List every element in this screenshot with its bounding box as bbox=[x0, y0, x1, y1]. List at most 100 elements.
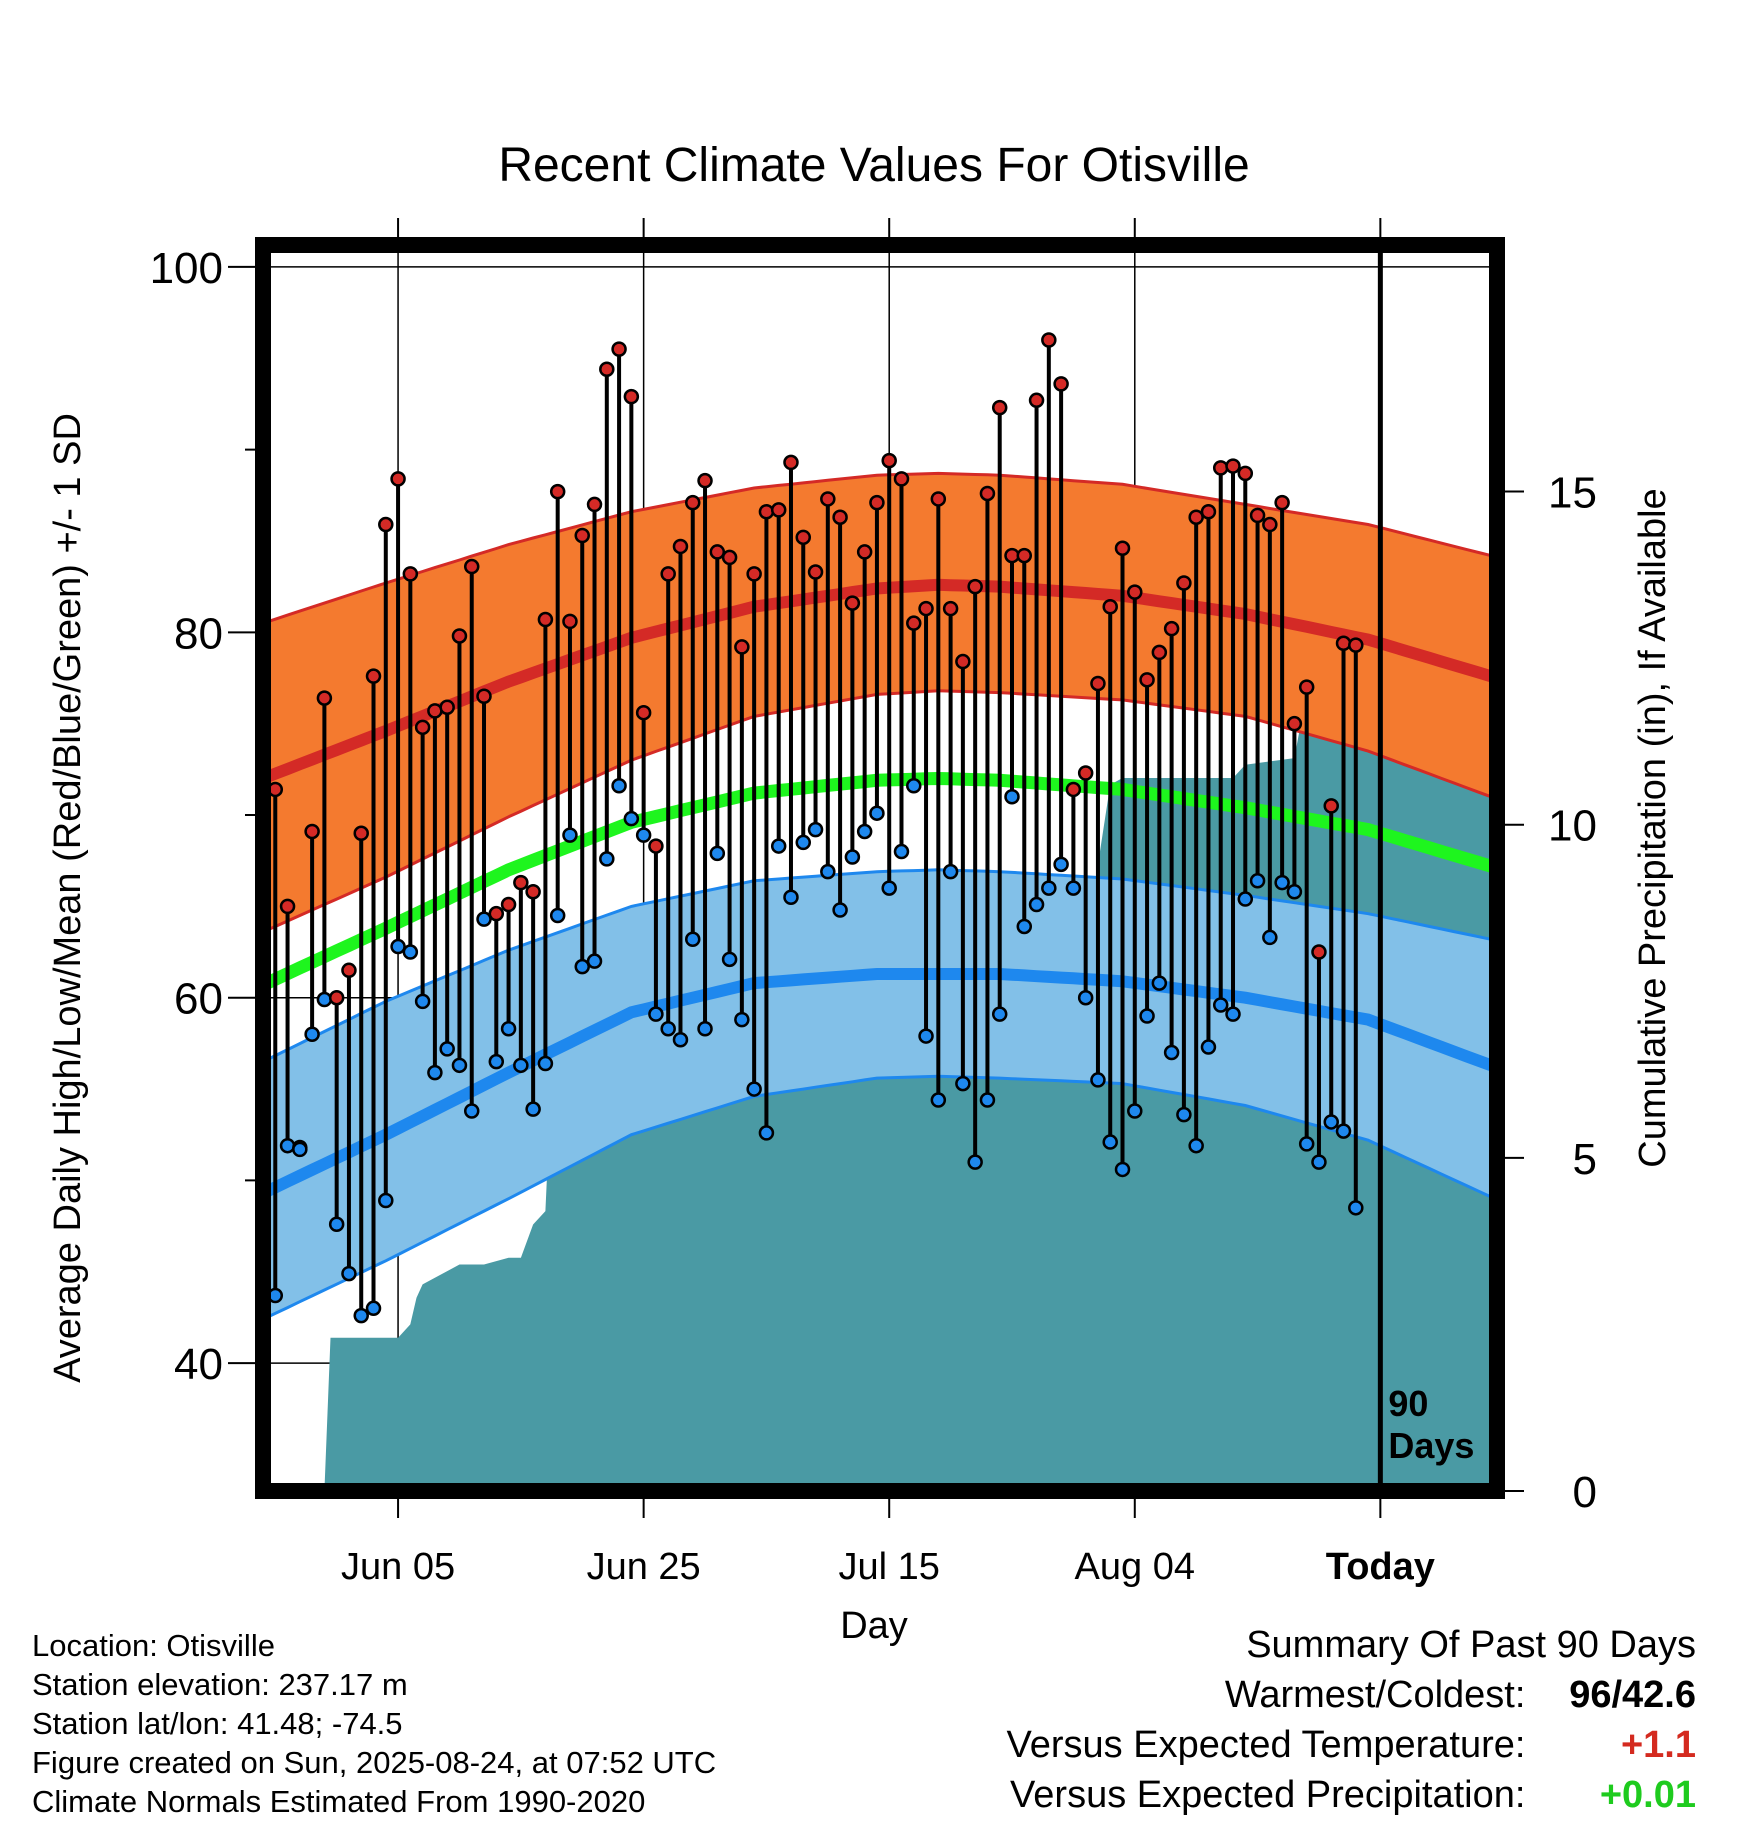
daily-high-point bbox=[758, 503, 775, 520]
daily-high-point bbox=[918, 600, 934, 617]
daily-high-point bbox=[341, 962, 357, 979]
daily-low-point bbox=[795, 834, 812, 851]
daily-low-point bbox=[316, 991, 333, 1008]
daily-high-point bbox=[611, 341, 627, 357]
daily-low-point bbox=[660, 1021, 676, 1037]
daily-low-point bbox=[1274, 874, 1290, 891]
daily-high-point bbox=[1151, 644, 1168, 661]
daily-low-point bbox=[1090, 1072, 1106, 1088]
daily-low-point bbox=[648, 1006, 664, 1022]
x-tick-label: Aug 04 bbox=[1075, 1546, 1195, 1588]
daily-high-point bbox=[721, 549, 738, 566]
daily-high-point bbox=[1249, 507, 1266, 524]
daily-high-point bbox=[1041, 332, 1057, 348]
summary-temp: Versus Expected Temperature: +1.1 bbox=[1007, 1720, 1696, 1770]
daily-high-point bbox=[660, 566, 676, 582]
low-lower-edge bbox=[263, 1074, 1492, 1321]
daily-high-point bbox=[1028, 392, 1045, 409]
y-axis-title: Average Daily High/Low/Mean (Red/Blue/Gr… bbox=[47, 413, 89, 1383]
daily-low-point bbox=[844, 849, 861, 865]
daily-low-point bbox=[365, 1300, 382, 1317]
daily-low-point bbox=[697, 1021, 713, 1037]
daily-low-point bbox=[390, 938, 406, 955]
y2-axis-title: Cumulative Precipitation (in), If Availa… bbox=[1632, 488, 1674, 1167]
y2-tick-label: 5 bbox=[1573, 1135, 1597, 1184]
daily-high-point bbox=[991, 399, 1008, 416]
y2-tick-label: 15 bbox=[1548, 469, 1597, 518]
x-tick-label: Jun 05 bbox=[341, 1546, 455, 1588]
daily-high-point bbox=[488, 905, 505, 922]
daily-low-point bbox=[623, 810, 640, 827]
daily-high-point bbox=[1262, 516, 1278, 533]
daily-high-point bbox=[1311, 944, 1327, 960]
low-upper-edge bbox=[263, 868, 1492, 1064]
daily-high-point bbox=[697, 472, 713, 489]
daily-high-point bbox=[648, 838, 664, 854]
daily-low-point bbox=[378, 1192, 394, 1209]
daily-low-point bbox=[955, 1075, 971, 1092]
daily-high-point bbox=[1176, 575, 1192, 591]
daily-low-point bbox=[1237, 891, 1254, 907]
daily-low-point bbox=[402, 944, 419, 960]
daily-low-point bbox=[414, 993, 431, 1010]
daily-low-point bbox=[586, 953, 603, 969]
precip-value: +0.01 bbox=[1599, 1774, 1696, 1816]
daily-high-point bbox=[893, 471, 910, 487]
daily-low-point bbox=[881, 880, 897, 896]
daily-low-point bbox=[611, 778, 627, 794]
daily-high-point bbox=[734, 639, 750, 655]
today-window-label: 90 Days bbox=[1388, 1383, 1474, 1466]
x-axis-title: Day bbox=[840, 1605, 908, 1647]
daily-high-point bbox=[279, 898, 296, 915]
daily-low-point bbox=[1262, 929, 1278, 946]
daily-high-point bbox=[881, 452, 897, 469]
warm-cold-label: Warmest/Coldest: bbox=[1224, 1674, 1526, 1716]
daily-low-point bbox=[1176, 1106, 1192, 1123]
daily-low-point bbox=[476, 911, 492, 927]
daily-low-point bbox=[279, 1137, 296, 1154]
daily-low-point bbox=[721, 951, 738, 968]
daily-high-point bbox=[525, 884, 541, 900]
daily-high-point bbox=[635, 704, 652, 721]
daily-high-point bbox=[1225, 458, 1241, 474]
daily-low-point bbox=[1200, 1039, 1217, 1055]
daily-low-point bbox=[439, 1041, 455, 1057]
daily-high-point bbox=[353, 825, 369, 842]
daily-low-point bbox=[991, 1006, 1008, 1022]
daily-high-point bbox=[1237, 465, 1254, 482]
warmest-value: 96 bbox=[1569, 1674, 1612, 1716]
high-upper-edge bbox=[263, 471, 1492, 625]
daily-low-point bbox=[1065, 880, 1082, 896]
daily-low-point bbox=[537, 1055, 554, 1072]
info-normals: Climate Normals Estimated From 1990-2020 bbox=[32, 1784, 646, 1819]
daily-high-point bbox=[1127, 584, 1143, 600]
daily-low-point bbox=[967, 1154, 983, 1170]
daily-high-point bbox=[500, 896, 517, 913]
summary-panel: Summary Of Past 90 Days Warmest/Coldest:… bbox=[1007, 1620, 1696, 1820]
y2-tick-label: 10 bbox=[1548, 802, 1597, 851]
info-location: Location: Otisville bbox=[32, 1628, 275, 1663]
daily-low-point bbox=[353, 1307, 369, 1324]
today-window-label-line: Days bbox=[1388, 1425, 1474, 1466]
daily-high-point bbox=[304, 823, 320, 840]
daily-low-point bbox=[1323, 1114, 1339, 1130]
daily-high-point bbox=[906, 615, 922, 631]
temp-label: Versus Expected Temperature: bbox=[1006, 1724, 1526, 1766]
plot-frame bbox=[255, 237, 1505, 1499]
x-tick-label: Jul 15 bbox=[839, 1546, 940, 1588]
normal-low-line bbox=[263, 968, 1494, 1199]
daily-low-point bbox=[672, 1031, 689, 1048]
daily-low-point bbox=[599, 851, 615, 867]
daily-high-point bbox=[1188, 509, 1204, 525]
daily-low-point bbox=[1151, 975, 1168, 991]
daily-high-point bbox=[316, 690, 333, 706]
daily-low-point bbox=[979, 1092, 996, 1108]
precip-label: Versus Expected Precipitation: bbox=[1010, 1774, 1526, 1816]
daily-low-point bbox=[1188, 1137, 1204, 1154]
daily-high-point bbox=[807, 564, 824, 580]
daily-high-point bbox=[1102, 598, 1118, 615]
daily-high-point bbox=[1016, 547, 1033, 564]
daily-high-point bbox=[1053, 376, 1069, 392]
daily-low-point bbox=[1004, 788, 1020, 805]
daily-high-point bbox=[979, 485, 996, 502]
